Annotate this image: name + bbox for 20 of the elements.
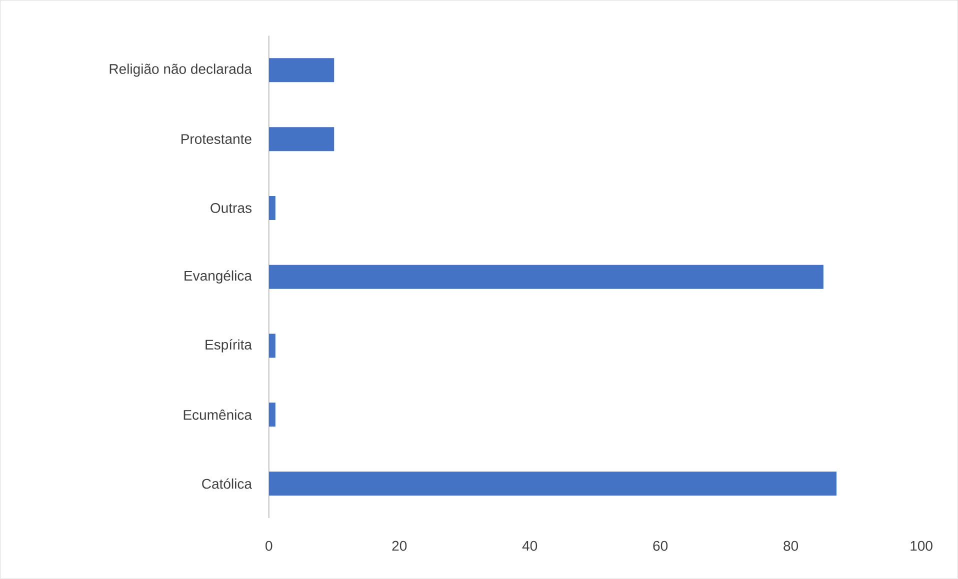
y-tick-label: Ecumênica	[184, 410, 252, 420]
y-tick-label: Protestante	[182, 134, 252, 144]
bar	[268, 127, 334, 152]
x-tick-label: 0	[266, 541, 272, 551]
bar	[268, 334, 276, 358]
y-tick-label: Católica	[202, 478, 252, 489]
x-tick-label: 40	[522, 541, 538, 551]
bar	[268, 402, 276, 427]
bar	[268, 58, 334, 82]
y-tick-label: Outras	[210, 203, 252, 214]
y-tick-label: Espírita	[206, 339, 252, 353]
x-tick-label: 60	[653, 541, 668, 551]
x-tick-label: 80	[784, 541, 798, 551]
x-tick-label: 20	[392, 541, 407, 551]
y-tick-label: Religião não declarada	[110, 64, 252, 77]
x-tick-label: 100	[910, 541, 932, 551]
bar	[268, 472, 836, 496]
y-tick-label: Evangélica	[184, 270, 252, 284]
bar	[268, 264, 824, 290]
bar	[268, 196, 276, 220]
